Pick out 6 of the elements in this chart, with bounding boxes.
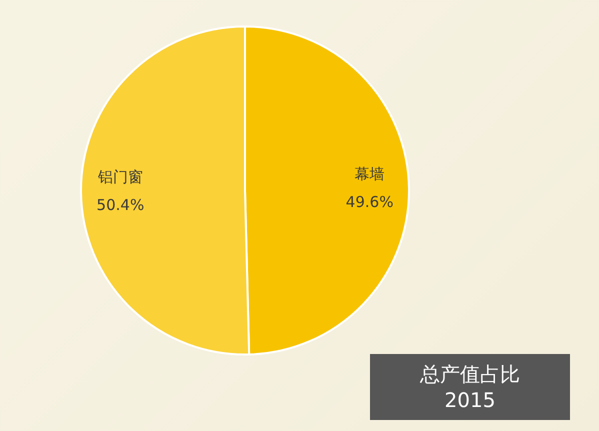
data-label: 50.4% [96,196,144,214]
data-label: 49.6% [346,192,394,211]
text: 2015 [444,387,496,413]
text: 总产值占比 [419,361,521,387]
slice-label: 幕墙 [354,164,385,183]
slice-label: 铝门窗 [96,168,143,186]
